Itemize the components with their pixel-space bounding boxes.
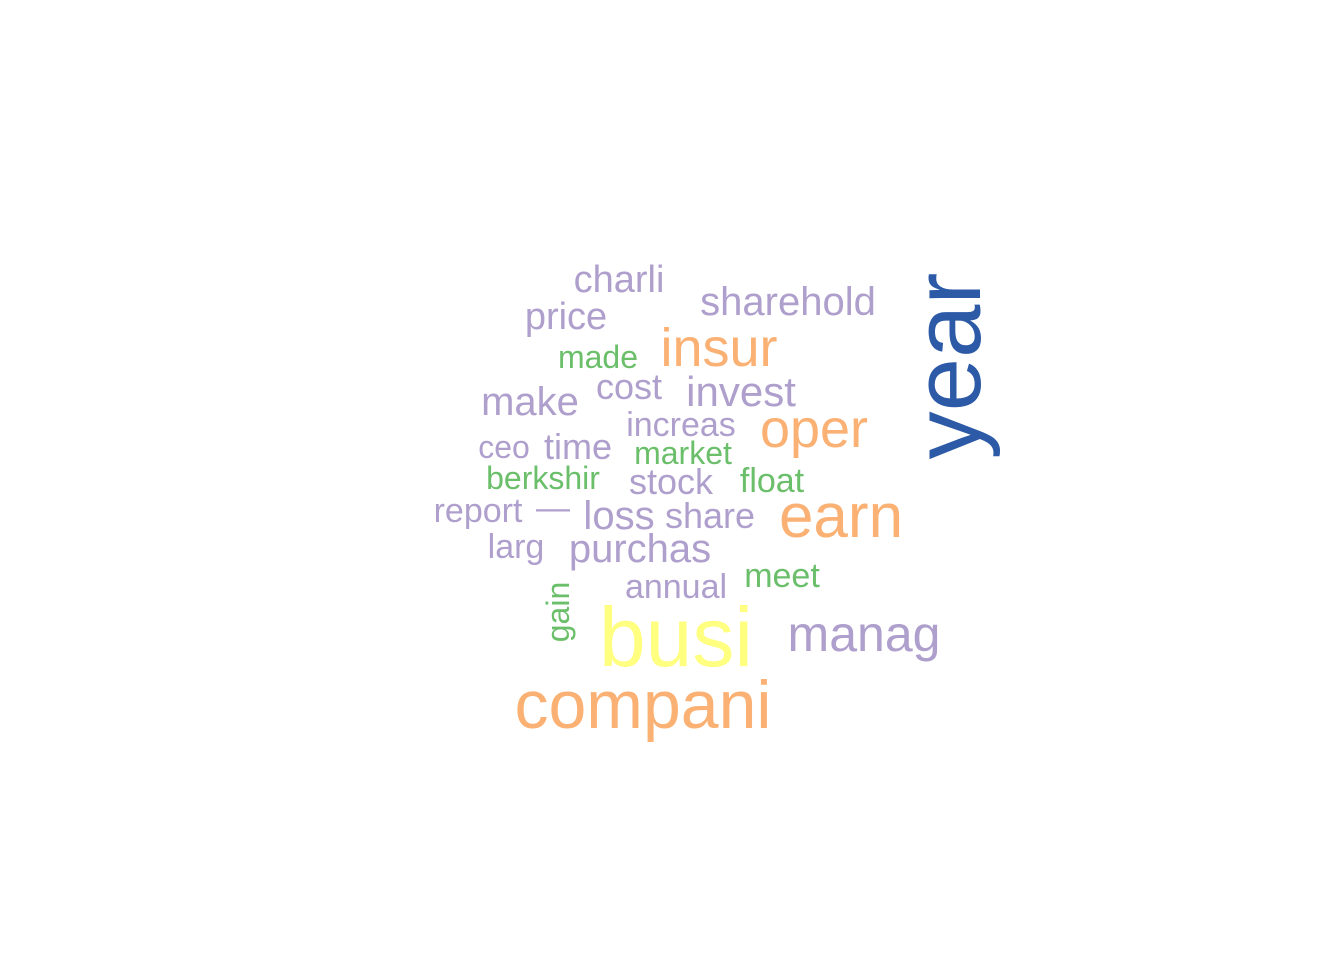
word-ceo: ceo (478, 429, 530, 465)
word-market: market (634, 435, 732, 471)
word-make: make (481, 380, 579, 424)
word-report: report (433, 492, 523, 530)
word-larg: larg (487, 528, 545, 566)
word-oper: oper (759, 399, 869, 459)
word-loss: loss (583, 494, 655, 538)
word-manag: manag (787, 606, 941, 662)
word-price: price (524, 296, 608, 338)
word-purchas: purchas (568, 527, 712, 571)
word-sharehold: sharehold (700, 280, 876, 324)
word-charli: charli (573, 259, 665, 301)
word-meet: meet (744, 557, 820, 595)
word-invest: invest (686, 368, 796, 415)
word-made: made (557, 339, 639, 375)
word-gain: gain (540, 581, 576, 643)
word-compani: compani (514, 667, 772, 743)
word-insur: insur (660, 318, 778, 378)
word-dash: — (536, 489, 570, 527)
word-time: time (543, 426, 613, 467)
word-annual: annual (624, 568, 728, 606)
word-increas: increas (626, 406, 736, 444)
word-earn: earn (778, 482, 904, 551)
word-busi: busi (598, 590, 754, 684)
word-float: float (739, 462, 805, 500)
word-berkshir: berkshir (486, 460, 600, 496)
word-stock: stock (628, 461, 714, 502)
word-year: year (894, 272, 1001, 460)
word-share: share (664, 495, 756, 536)
word-cost: cost (595, 366, 663, 407)
